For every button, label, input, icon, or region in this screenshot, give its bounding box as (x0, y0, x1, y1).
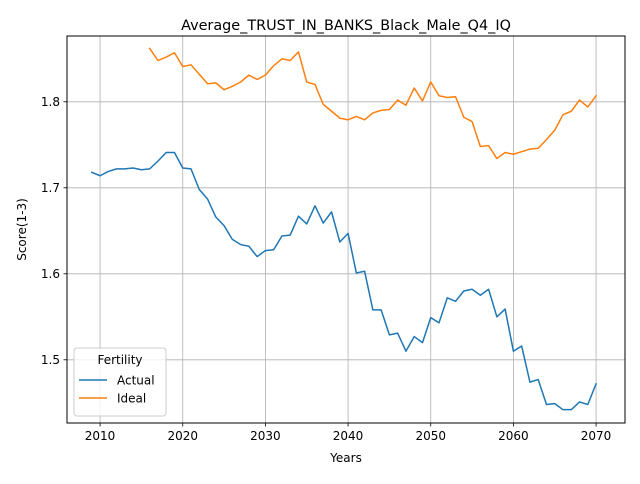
x-tick-label: 2010 (85, 429, 116, 443)
y-tick-label: 1.8 (41, 95, 60, 109)
plot-area-frame (66, 35, 626, 424)
x-tick-label: 2060 (498, 429, 529, 443)
y-tick-label: 1.6 (41, 267, 60, 281)
legend-label-actual: Actual (117, 374, 155, 388)
series-line-ideal (148, 47, 598, 160)
x-tick-label: 2020 (167, 429, 198, 443)
x-tick-label: 2050 (415, 429, 446, 443)
x-axis-ticks: 2010 2020 2030 2040 2050 2060 2070 (85, 423, 612, 443)
series-layer (90, 47, 598, 411)
y-axis-ticks: 1.5 1.6 1.7 1.8 (41, 95, 67, 367)
y-axis-label: Score(1-3) (15, 198, 29, 261)
x-tick-label: 2030 (250, 429, 281, 443)
x-tick-label: 2040 (333, 429, 364, 443)
y-tick-label: 1.7 (41, 181, 60, 195)
y-tick-label: 1.5 (41, 353, 60, 367)
legend: Fertility Actual Ideal (73, 347, 167, 417)
legend-title: Fertility (97, 353, 142, 367)
x-tick-label: 2070 (581, 429, 612, 443)
x-axis-label: Years (329, 451, 362, 465)
legend-box (73, 347, 167, 417)
legend-label-ideal: Ideal (117, 392, 146, 406)
series-line-actual (90, 151, 598, 411)
chart-title: Average_TRUST_IN_BANKS_Black_Male_Q4_IQ (181, 18, 511, 34)
